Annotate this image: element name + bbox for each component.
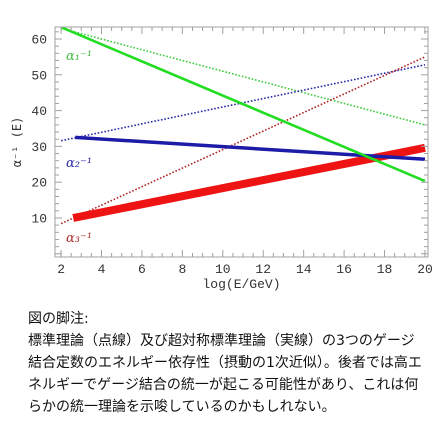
coupling-constants-chart: 2 4 6 8 10 12 14 16 18 20 10 20 30 40 50 60 log(E/GeV) α⁻… — [10, 26, 433, 292]
alpha2-line-label: α₂⁻¹ — [66, 156, 92, 171]
x-tick-label: 8 — [178, 262, 186, 277]
x-tick-label: 20 — [417, 262, 433, 277]
caption-line: 標準理論（点線）及び超対称標準理論（実線）の3つのゲージ — [28, 333, 415, 349]
y-tick-label: 40 — [31, 104, 47, 119]
series-line-3-dotted — [60, 56, 426, 225]
caption-line: 結合定数のエネルギー依存性（摂動の1次近似）。後者では高エ — [28, 355, 422, 371]
y-tick-label: 60 — [31, 33, 47, 48]
x-tick-label: 16 — [336, 262, 352, 277]
series-line-5-solid — [75, 135, 426, 162]
alpha3-line-label: α₃⁻¹ — [66, 231, 92, 246]
series-line-2-dotted — [60, 64, 426, 142]
x-tick-label: 2 — [57, 262, 65, 277]
y-axis-label: α⁻¹ (E) — [10, 117, 24, 168]
frame-border — [54, 26, 429, 258]
series-line-1-dotted — [60, 27, 426, 126]
caption-heading: 図の脚注: — [28, 311, 89, 327]
y-tick-label: 20 — [31, 176, 47, 191]
y-tick-label: 30 — [31, 140, 47, 155]
plot-frame — [54, 26, 429, 258]
series-line-6-solid — [60, 27, 426, 183]
x-tick-label: 10 — [215, 262, 231, 277]
caption-line: ネルギーでゲージ結合の統一が起こる可能性があり、これは何 — [28, 377, 419, 393]
x-tick-label: 6 — [138, 262, 146, 277]
x-axis-label: log(E/GeV) — [202, 277, 280, 292]
x-tick-label: 18 — [377, 262, 393, 277]
y-tick-label: 50 — [31, 68, 47, 83]
x-tick-label: 14 — [296, 262, 312, 277]
caption-line: らかの統一理論を示唆しているのかもしれない。 — [28, 399, 336, 415]
plot-lines — [60, 27, 426, 225]
x-tick-label: 4 — [98, 262, 106, 277]
alpha1-line-label: α₁⁻¹ — [66, 49, 92, 64]
series-line-4-solid — [72, 143, 426, 222]
y-tick-label: 10 — [31, 212, 47, 227]
figure-caption: 図の脚注: 標準理論（点線）及び超対称標準理論（実線）の3つのゲージ 結合定数の… — [28, 308, 436, 418]
x-tick-label: 12 — [255, 262, 271, 277]
